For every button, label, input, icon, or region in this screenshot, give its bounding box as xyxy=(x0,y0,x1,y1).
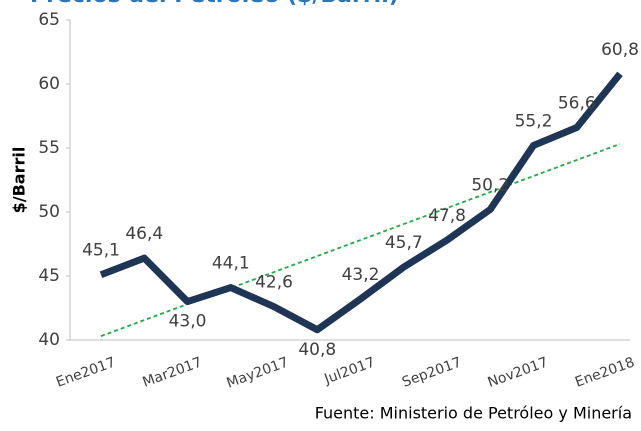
x-tick-label: Ene2017 xyxy=(54,354,118,390)
y-tick-label: 60 xyxy=(38,74,60,94)
y-tick-label: 50 xyxy=(38,202,60,222)
data-label: 56,6 xyxy=(558,94,596,114)
source: Fuente: Ministerio de Petróleo y Minería xyxy=(315,404,632,423)
x-tick-label: Sep2017 xyxy=(400,354,464,390)
data-label: 45,1 xyxy=(82,241,120,261)
data-label: 43,0 xyxy=(169,312,207,332)
x-tick-label: Nov2017 xyxy=(486,354,551,391)
data-label: 50,2 xyxy=(471,175,509,195)
chart-title: Precios del Petróleo ($/Barril) xyxy=(30,0,399,8)
x-tick-label: Ene2018 xyxy=(573,354,637,390)
trendline xyxy=(100,143,621,337)
y-tick-label: 55 xyxy=(38,138,60,158)
y-tick-label: 45 xyxy=(38,266,60,286)
data-label: 45,7 xyxy=(385,233,423,253)
data-label: 42,6 xyxy=(255,273,293,293)
y-tick-label: 40 xyxy=(38,330,60,350)
data-label: 40,8 xyxy=(298,340,336,360)
data-label: 60,8 xyxy=(601,40,639,60)
x-tick-label: Mar2017 xyxy=(140,354,204,390)
x-tick-label: May2017 xyxy=(225,354,291,391)
data-label: 43,2 xyxy=(342,265,380,285)
data-label: 46,4 xyxy=(125,224,163,244)
y-axis-label: $/Barril xyxy=(10,147,29,214)
data-label: 44,1 xyxy=(212,254,250,274)
y-tick-label: 65 xyxy=(38,10,60,30)
data-label: 47,8 xyxy=(428,206,466,226)
data-label: 55,2 xyxy=(515,111,553,131)
line xyxy=(99,71,623,334)
